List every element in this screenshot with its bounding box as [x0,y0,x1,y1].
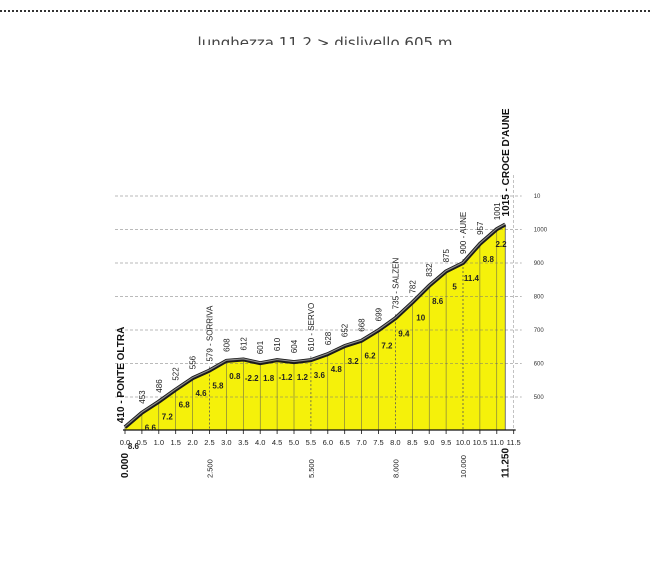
altitude-label: 601 [256,340,265,354]
distance-label: 10.000 [459,455,468,478]
x-tick-label: 4.5 [272,438,282,447]
altitude-label: 610 [273,337,282,351]
y-tick-label: 1000 [534,228,548,234]
gradient-label: 5 [452,282,457,291]
altitude-label: 612 [239,337,248,351]
y-tick-label: 700 [534,328,545,334]
altitude-label: 782 [408,280,417,294]
gradient-label: 0.8 [229,372,241,381]
gradient-label: 8.6 [432,297,444,306]
gradient-label: 1.8 [263,374,275,383]
altitude-label: 832 [425,263,434,277]
altitude-label: 668 [358,318,367,332]
x-tick-label: 5.5 [306,438,316,447]
altitude-label: 875 [442,248,451,262]
x-tick-label: 6.5 [339,438,349,447]
x-tick-label: 2.5 [204,438,214,447]
x-tick-label: 1.5 [170,438,180,447]
profile-area [125,224,506,430]
x-tick-label: 7.5 [373,438,383,447]
gradient-label: 6.8 [179,401,191,410]
altitude-label: 900 - AUNE [459,212,468,254]
gradient-label: 3.2 [348,357,360,366]
gradient-label: 2.2 [495,240,507,249]
altitude-label: 610 - SERVO [307,303,316,351]
x-tick-label: 7.0 [356,438,366,447]
y-tick-label: 10 [534,194,541,200]
distance-label: 8.000 [391,459,400,478]
distance-label: 5.500 [307,459,316,478]
altitude-label: 453 [138,390,147,404]
altitude-label: 1001 [493,202,502,220]
distance-label: 2.500 [206,459,215,478]
y-tick-label: 800 [534,295,545,301]
altitude-label: 486 [155,379,164,393]
altitude-label: 652 [341,323,350,337]
gradient-label: 4.8 [331,365,343,374]
x-tick-label: 2.0 [187,438,197,447]
gradient-label: 8.8 [483,255,495,264]
x-tick-label: 0.0 [120,438,130,447]
x-tick-label: 9.5 [441,438,451,447]
gradient-label: 9.4 [398,329,410,338]
right-strip [505,218,517,430]
altitude-label: 628 [324,331,333,345]
gradient-label: 8.6 [128,442,140,451]
end-location-label: 1015 - CROCE D'AUNE [501,108,512,216]
gradient-label: 10 [416,314,425,323]
y-tick-label: 600 [534,362,545,368]
gradient-label: 6.6 [145,424,157,433]
x-tick-label: 1.0 [154,438,164,447]
gradient-label: 5.8 [212,382,224,391]
x-tick-label: 3.5 [238,438,248,447]
x-tick-label: 6.0 [323,438,333,447]
distance-label: 0.000 [120,453,131,478]
altitude-label: 579 - SORRIVA [206,305,215,362]
gradient-label: 7.2 [381,341,393,350]
x-tick-label: 10.5 [473,438,488,447]
gradient-label: 11.4 [464,274,480,283]
gradient-label: -2.2 [245,374,259,383]
gradient-label: 6.2 [364,352,376,361]
x-tick-label: 10.0 [456,438,471,447]
altitude-label: 522 [172,367,181,381]
altitude-label: 556 [189,355,198,369]
y-tick-label: 500 [534,395,545,401]
dotted-rule [0,10,650,12]
x-tick-label: 11.5 [507,438,521,447]
x-tick-label: 9.0 [424,438,434,447]
distance-label: 11.250 [500,448,511,478]
altitude-label: 604 [290,339,299,353]
x-tick-label: 5.0 [289,438,299,447]
altitude-label: 608 [222,338,231,352]
altitude-label: 735 - SALZEN [391,257,400,309]
x-tick-label: 4.0 [255,438,265,447]
start-location-label: 410 - PONTE OLTRA [116,327,127,424]
x-tick-label: 0.5 [137,438,147,447]
altitude-label: 957 [476,221,485,235]
x-tick-label: 8.0 [390,438,400,447]
x-tick-label: 11.0 [490,438,504,447]
profile-line-highlight [124,223,506,428]
gradient-label: 3.6 [314,371,326,380]
x-tick-label: 3.0 [221,438,231,447]
gradient-label: 7.2 [162,413,174,422]
x-tick-label: 8.5 [407,438,417,447]
gradient-label: 4.6 [195,389,207,398]
y-tick-label: 900 [534,261,545,267]
altitude-label: 699 [375,307,384,321]
gradient-label: 1.2 [297,373,309,382]
gradient-label: -1.2 [279,373,293,382]
